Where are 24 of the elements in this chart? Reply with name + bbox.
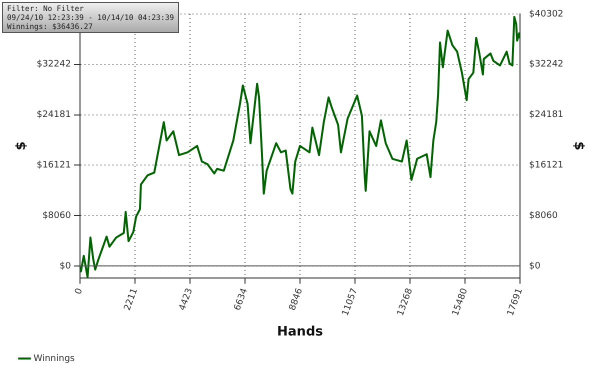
y-tick-label: $16121 [36, 160, 71, 170]
x-tick-label: 8846 [288, 286, 306, 312]
y-tick-label: $8060 [42, 210, 72, 221]
y2-tick-label: $32242 [529, 60, 564, 70]
y2-tick-label: $0 [529, 261, 541, 272]
legend-label: Winnings [34, 354, 76, 364]
y-tick-label: $0 [60, 261, 72, 272]
x-tick-label: 6634 [232, 286, 250, 312]
y-axis-title: $ [14, 141, 30, 150]
x-tick-label: 15480 [450, 286, 470, 318]
y2-tick-label: $8060 [529, 210, 558, 221]
y-tick-label: $24181 [36, 110, 71, 120]
y2-tick-label: $24181 [529, 110, 564, 120]
y2-tick-label: $16121 [529, 160, 564, 170]
x-tick-label: 17691 [506, 287, 526, 318]
x-tick-label: 11057 [340, 287, 360, 318]
x-tick-label: 4423 [178, 287, 196, 312]
x-tick-label: 2211 [122, 287, 140, 312]
x-tick-label: 13268 [396, 286, 416, 318]
y2-axis-title: $ [570, 141, 586, 150]
x-tick-label: 0 [74, 286, 86, 296]
y-tick-label: $32242 [36, 60, 71, 70]
y2-tick-label: $40302 [529, 9, 564, 20]
x-axis-title: Hands [277, 324, 324, 340]
